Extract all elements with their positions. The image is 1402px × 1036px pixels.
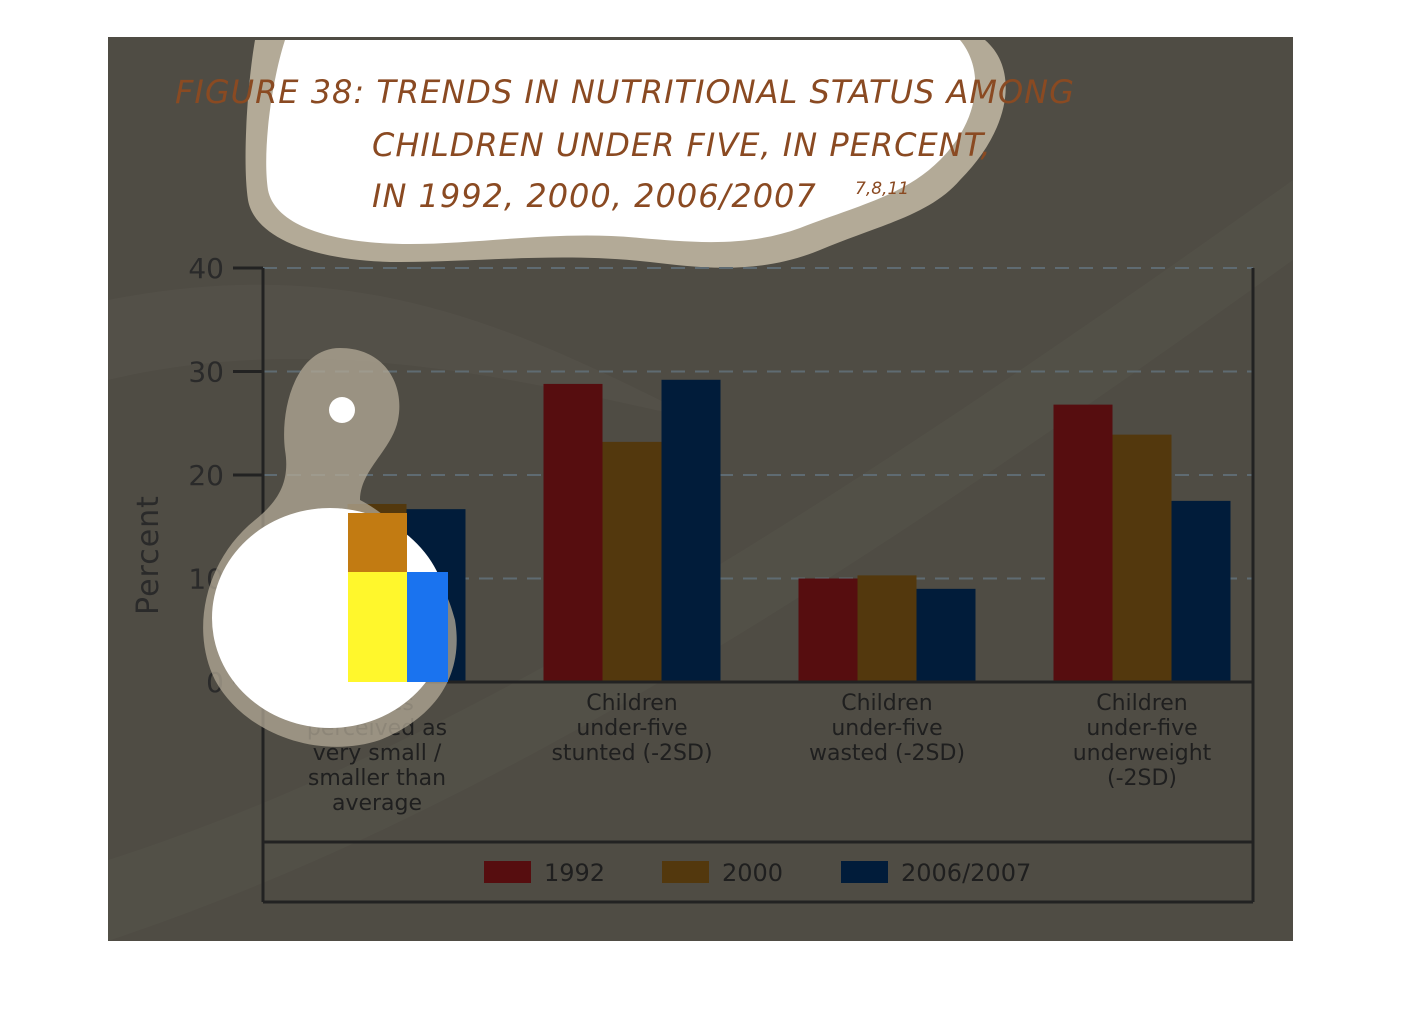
category-label-line: Children bbox=[1096, 691, 1188, 716]
bar-2006-2007-cat2 bbox=[661, 379, 721, 682]
y-axis-label: Percent bbox=[131, 495, 166, 615]
category-label-line: stunted (-2SD) bbox=[551, 741, 712, 766]
bar-2006-2007-cat3 bbox=[916, 588, 976, 682]
title-line-1: FIGURE 38: TRENDS IN NUTRITIONAL STATUS … bbox=[175, 73, 1075, 111]
category-label: Children under-five stunted (-2SD) bbox=[551, 691, 712, 766]
title-line-2: CHILDREN UNDER FIVE, IN PERCENT, bbox=[372, 126, 992, 164]
highlight-bar-2000-upper bbox=[348, 513, 407, 572]
legend-swatch-1992 bbox=[484, 861, 531, 883]
title-blob bbox=[266, 40, 976, 244]
category-label-line: Children bbox=[586, 691, 678, 716]
category-label-line: average bbox=[332, 791, 422, 816]
category-label-line: wasted (-2SD) bbox=[809, 741, 965, 766]
highlight-bar-2000 bbox=[348, 572, 407, 682]
bar-1992-cat2 bbox=[543, 383, 603, 682]
category-label-line: under-five bbox=[576, 716, 687, 741]
chart-title: FIGURE 38: TRENDS IN NUTRITIONAL STATUS … bbox=[175, 73, 1075, 215]
pacifier-ring-hole bbox=[329, 397, 355, 423]
category-label-line: underweight bbox=[1073, 741, 1212, 766]
category-label-line: under-five bbox=[831, 716, 942, 741]
y-tick-label: 30 bbox=[188, 356, 224, 389]
legend: 1992 2000 2006/2007 bbox=[484, 859, 1031, 887]
category-label-line: under-five bbox=[1086, 716, 1197, 741]
y-tick-label: 40 bbox=[188, 252, 224, 285]
legend-label-2000: 2000 bbox=[722, 859, 783, 887]
legend-label-2006-2007: 2006/2007 bbox=[901, 859, 1031, 887]
bar-2000-cat3 bbox=[857, 575, 917, 682]
pacifier-illustration bbox=[203, 348, 457, 747]
legend-label-1992: 1992 bbox=[544, 859, 605, 887]
legend-swatch-2000 bbox=[662, 861, 709, 883]
category-label: Children under-five wasted (-2SD) bbox=[809, 691, 965, 766]
bar-2000-cat2 bbox=[602, 441, 662, 682]
category-label-line: smaller than bbox=[308, 766, 446, 791]
bar-2000-cat4 bbox=[1112, 434, 1172, 682]
category-label: Children under-five underweight (-2SD) bbox=[1073, 691, 1212, 791]
legend-swatch-2006-2007 bbox=[841, 861, 888, 883]
bar-1992-cat4 bbox=[1053, 404, 1113, 682]
title-line-3: IN 1992, 2000, 2006/2007 bbox=[372, 177, 817, 215]
bar-2006-2007-cat4 bbox=[1171, 500, 1231, 682]
y-tick-label: 20 bbox=[188, 459, 224, 492]
title-superscript: 7,8,11 bbox=[855, 179, 909, 199]
category-label-line: (-2SD) bbox=[1107, 766, 1177, 791]
bar-1992-cat3 bbox=[798, 578, 858, 682]
category-label-line: Children bbox=[841, 691, 933, 716]
background-swoosh bbox=[108, 180, 1293, 941]
highlight-bar-2006 bbox=[407, 572, 448, 682]
